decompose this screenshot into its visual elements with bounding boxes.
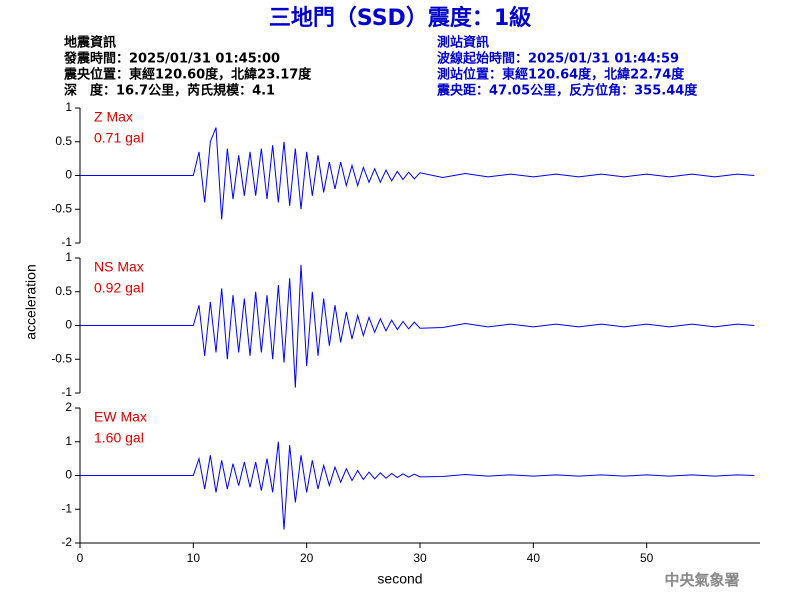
x-tick-label: 0: [77, 551, 84, 565]
x-tick-label: 40: [527, 551, 541, 565]
y-tick-label: 1: [65, 434, 72, 448]
info-right: 波線起始時間：2025/01/31 01:44:59: [437, 51, 679, 67]
annotation: Z Max: [94, 109, 133, 125]
y-tick-label: -2: [61, 535, 72, 549]
waveform: [80, 127, 755, 220]
info-right: 測站資訊: [437, 35, 489, 51]
info-right: 震央距：47.05公里，反方位角：355.44度: [436, 83, 698, 99]
info-left: 發震時間：2025/01/31 01:45:00: [63, 51, 280, 67]
waveform: [80, 264, 755, 388]
info-left: 地震資訊: [64, 35, 116, 51]
x-tick-label: 10: [187, 551, 201, 565]
annotation: NS Max: [94, 259, 144, 275]
annotation: 1.60 gal: [94, 430, 144, 446]
y-tick-label: -1: [61, 501, 72, 515]
info-left: 震央位置：東經120.60度，北緯23.17度: [63, 67, 312, 83]
y-tick-label: -0.5: [51, 351, 72, 365]
y-tick-label: 0: [65, 318, 72, 332]
y-tick-label: -1: [61, 235, 72, 249]
y-tick-label: 0.5: [55, 284, 72, 298]
waveform: [80, 441, 755, 530]
y-axis-label: acceleration: [23, 264, 39, 340]
y-tick-label: 1: [65, 100, 72, 114]
y-tick-label: -0.5: [51, 201, 72, 215]
x-tick-label: 50: [640, 551, 654, 565]
y-tick-label: -1: [61, 385, 72, 399]
x-axis-label: second: [377, 571, 422, 587]
y-tick-label: 0.5: [55, 134, 72, 148]
info-left: 深 度：16.7公里，芮氏規模：4.1: [64, 83, 275, 99]
y-tick-label: 1: [65, 250, 72, 264]
annotation: 0.92 gal: [94, 280, 144, 296]
y-tick-label: 2: [65, 400, 72, 414]
x-tick-label: 30: [413, 551, 427, 565]
info-right: 測站位置：東經120.64度，北緯22.74度: [437, 67, 685, 83]
y-tick-label: 0: [65, 468, 72, 482]
x-tick-label: 20: [300, 551, 314, 565]
y-tick-label: 0: [65, 168, 72, 182]
footer: 中央氣象署: [664, 571, 739, 589]
title: 三地門（SSD）震度：1級: [269, 5, 531, 31]
annotation: EW Max: [94, 409, 147, 425]
annotation: 0.71 gal: [94, 130, 144, 146]
